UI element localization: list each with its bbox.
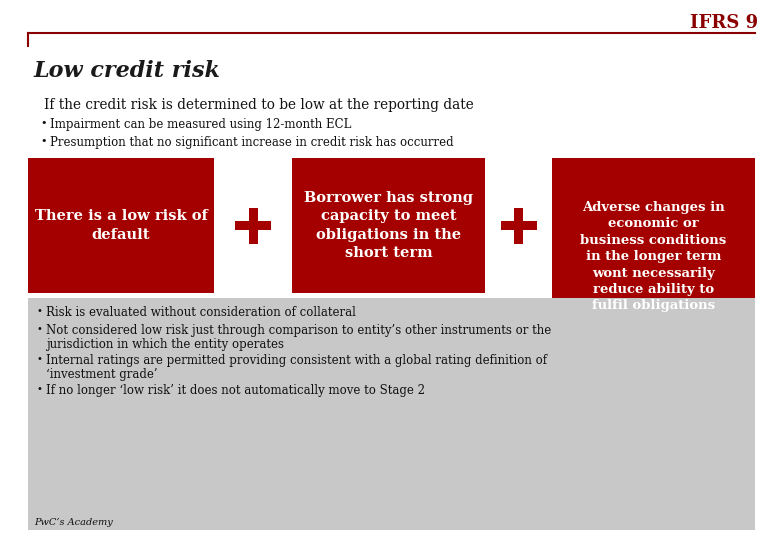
Text: If no longer ‘low risk’ it does not automatically move to Stage 2: If no longer ‘low risk’ it does not auto… [46, 384, 425, 397]
FancyBboxPatch shape [28, 158, 214, 293]
FancyBboxPatch shape [501, 221, 537, 230]
Text: IFRS 9: IFRS 9 [690, 14, 758, 32]
Text: ‘investment grade’: ‘investment grade’ [46, 368, 158, 381]
Text: There is a low risk of
default: There is a low risk of default [34, 210, 207, 242]
Text: •: • [36, 354, 42, 364]
Text: •: • [40, 118, 47, 128]
Text: •: • [40, 136, 47, 146]
Text: Borrower has strong
capacity to meet
obligations in the
short term: Borrower has strong capacity to meet obl… [304, 191, 473, 260]
FancyBboxPatch shape [514, 207, 523, 244]
Text: •: • [36, 306, 42, 316]
Text: Risk is evaluated without consideration of collateral: Risk is evaluated without consideration … [46, 306, 356, 319]
Text: Adverse changes in
economic or
business conditions
in the longer term
wont neces: Adverse changes in economic or business … [580, 200, 727, 313]
Text: Internal ratings are permitted providing consistent with a global rating definit: Internal ratings are permitted providing… [46, 354, 547, 367]
Text: Presumption that no significant increase in credit risk has occurred: Presumption that no significant increase… [50, 136, 454, 149]
Text: Low credit risk: Low credit risk [34, 60, 221, 82]
FancyBboxPatch shape [28, 298, 755, 530]
FancyBboxPatch shape [292, 158, 485, 293]
Text: •: • [36, 324, 42, 334]
Text: PwC’s Academy: PwC’s Academy [34, 518, 113, 527]
Text: •: • [36, 384, 42, 394]
Text: If the credit risk is determined to be low at the reporting date: If the credit risk is determined to be l… [44, 98, 473, 112]
FancyBboxPatch shape [552, 158, 755, 355]
Text: jurisdiction in which the entity operates: jurisdiction in which the entity operate… [46, 338, 284, 351]
Text: Impairment can be measured using 12-month ECL: Impairment can be measured using 12-mont… [50, 118, 351, 131]
Text: Not considered low risk just through comparison to entity’s other instruments or: Not considered low risk just through com… [46, 324, 551, 337]
FancyBboxPatch shape [235, 221, 271, 230]
FancyBboxPatch shape [249, 207, 257, 244]
